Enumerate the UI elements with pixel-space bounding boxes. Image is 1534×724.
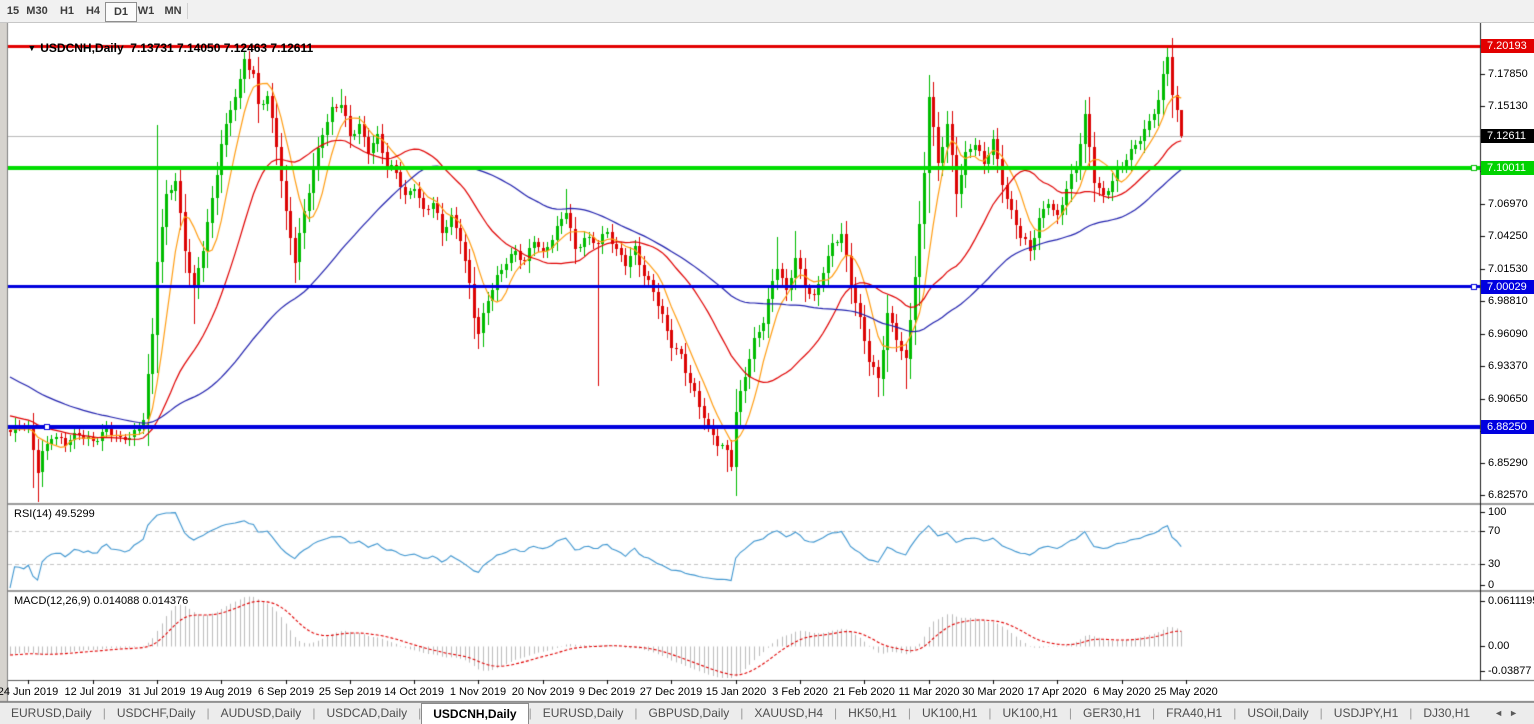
rsi-axis-label: 30 [1488, 558, 1501, 570]
chart-tab-gbpusd-daily[interactable]: GBPUSD,Daily [648, 706, 730, 720]
price-axis-tick: 7.06970 [1488, 197, 1528, 210]
timeframe-button-h4[interactable]: H4 [85, 5, 101, 17]
tab-separator: | [312, 706, 316, 720]
date-axis-label: 31 Jul 2019 [128, 686, 186, 698]
macd-indicator-label: MACD(12,26,9) 0.014088 0.014376 [14, 595, 189, 607]
timeframe-button-w1[interactable]: W1 [137, 5, 155, 17]
date-axis-label: 24 Jun 2019 [0, 686, 59, 698]
macd-axis-label: 0.00 [1488, 640, 1510, 652]
date-axis-label: 15 Jan 2020 [705, 686, 767, 698]
chart-tab-usdcad-daily[interactable]: USDCAD,Daily [326, 706, 408, 720]
date-axis-label: 3 Feb 2020 [772, 686, 828, 698]
tab-scroll-left-icon[interactable]: ◄ [1494, 708, 1510, 718]
tab-separator: | [740, 706, 744, 720]
tab-separator: | [1409, 706, 1413, 720]
date-axis-label: 11 Mar 2020 [898, 686, 960, 698]
tab-separator: | [1068, 706, 1072, 720]
date-axis-label: 12 Jul 2019 [64, 686, 122, 698]
price-axis-badge: 7.00029 [1481, 279, 1534, 294]
tab-separator: | [834, 706, 838, 720]
chart-tab-uk100-h1[interactable]: UK100,H1 [1002, 706, 1058, 720]
date-axis-label: 14 Oct 2019 [384, 686, 444, 698]
chart-tab-usdcnh-daily[interactable]: USDCNH,Daily [421, 703, 529, 724]
date-axis-label: 6 May 2020 [1093, 686, 1151, 698]
chart-tab-ger30-h1[interactable]: GER30,H1 [1083, 706, 1142, 720]
timeframe-button-m30[interactable]: M30 [26, 5, 48, 17]
tab-separator: | [1152, 706, 1156, 720]
tab-separator: | [1233, 706, 1237, 720]
rsi-axis-label: 100 [1488, 506, 1507, 518]
tab-separator: | [206, 706, 210, 720]
tab-separator: | [528, 706, 532, 720]
chart-tab-dj30-h1[interactable]: DJ30,H1 [1423, 706, 1471, 720]
price-axis-badge: 7.20193 [1481, 39, 1534, 53]
chart-tab-usoil-daily[interactable]: USOil,Daily [1247, 706, 1309, 720]
price-axis-tick: 6.85290 [1488, 456, 1528, 469]
date-axis-label: 6 Sep 2019 [257, 686, 315, 698]
price-axis-badge: 7.10011 [1481, 160, 1534, 175]
tab-separator: | [988, 706, 992, 720]
date-axis-label: 25 May 2020 [1154, 686, 1218, 698]
tab-scroll-arrows: ◄► [1494, 703, 1534, 724]
chart-tab-uk100-h1[interactable]: UK100,H1 [922, 706, 978, 720]
chart-tab-hk50-h1[interactable]: HK50,H1 [848, 706, 897, 720]
macd-axis-label: 0.0611195 [1488, 595, 1534, 607]
timeframe-button-d1[interactable]: D1 [105, 2, 137, 22]
tab-separator: | [634, 706, 638, 720]
chart-tab-bar: EURUSD,Daily | USDCHF,Daily | AUDUSD,Daily | U… [0, 702, 1534, 724]
price-axis-tick: 7.04250 [1488, 230, 1528, 243]
price-axis-badge: 6.88250 [1481, 420, 1534, 435]
chart-tab-eurusd-daily[interactable]: EURUSD,Daily [542, 706, 624, 720]
date-axis-label: 21 Feb 2020 [833, 686, 895, 698]
date-axis-label: 9 Dec 2019 [578, 686, 636, 698]
date-axis-label: 1 Nov 2019 [449, 686, 507, 698]
chart-title: ▼ USDCNH,Daily 7.13731 7.14050 7.12463 7.… [14, 27, 313, 69]
tab-separator: | [907, 706, 911, 720]
chart-tab-fra40-h1[interactable]: FRA40,H1 [1166, 706, 1223, 720]
price-axis-tick: 7.17850 [1488, 67, 1528, 80]
price-axis-tick: 7.01530 [1488, 262, 1528, 275]
chart-ohlc-values: 7.13731 7.14050 7.12463 7.12611 [130, 41, 314, 55]
date-axis-label: 30 Mar 2020 [962, 686, 1024, 698]
tab-separator: | [102, 706, 106, 720]
tab-separator: | [1319, 706, 1323, 720]
chart-symbol-label: USDCNH,Daily [40, 41, 124, 55]
rsi-axis-label: 0 [1488, 579, 1495, 591]
timeframe-button-h1[interactable]: H1 [59, 5, 75, 17]
timeframe-button-15[interactable]: 15 [6, 5, 20, 17]
chevron-down-icon[interactable]: ▼ [27, 43, 37, 53]
chart-tab-eurusd-daily[interactable]: EURUSD,Daily [11, 706, 92, 720]
price-axis-tick: 6.90650 [1488, 392, 1528, 405]
price-axis-tick: 7.15130 [1488, 100, 1528, 113]
chart-tab-audusd-daily[interactable]: AUDUSD,Daily [220, 706, 302, 720]
chart-tab-usdjpy-h1[interactable]: USDJPY,H1 [1333, 706, 1399, 720]
toolbar-separator [187, 3, 188, 19]
price-axis-badge: 7.12611 [1481, 129, 1534, 144]
price-axis-tick: 6.93370 [1488, 360, 1528, 373]
price-axis-tick: 6.82570 [1488, 488, 1528, 501]
price-axis-tick: 6.98810 [1488, 295, 1528, 308]
price-axis-tick: 6.96090 [1488, 327, 1528, 340]
timeframe-toolbar: 15 M30 H1 H4 D1 W1 MN [0, 0, 1534, 23]
rsi-indicator-label: RSI(14) 49.5299 [14, 508, 95, 520]
tab-separator: | [418, 706, 422, 720]
chart-tab-xauusd-h4[interactable]: XAUUSD,H4 [754, 706, 824, 720]
date-axis-label: 27 Dec 2019 [639, 686, 703, 698]
date-axis-label: 19 Aug 2019 [190, 686, 252, 698]
date-axis-label: 25 Sep 2019 [318, 686, 382, 698]
macd-axis-label: -0.03877 [1488, 665, 1532, 677]
date-axis-label: 17 Apr 2020 [1027, 686, 1087, 698]
tab-scroll-right-icon[interactable]: ► [1509, 708, 1524, 718]
rsi-axis-label: 70 [1488, 525, 1501, 537]
timeframe-button-mn[interactable]: MN [164, 5, 182, 17]
date-axis-label: 20 Nov 2019 [511, 686, 575, 698]
chart-tab-usdchf-daily[interactable]: USDCHF,Daily [116, 706, 196, 720]
